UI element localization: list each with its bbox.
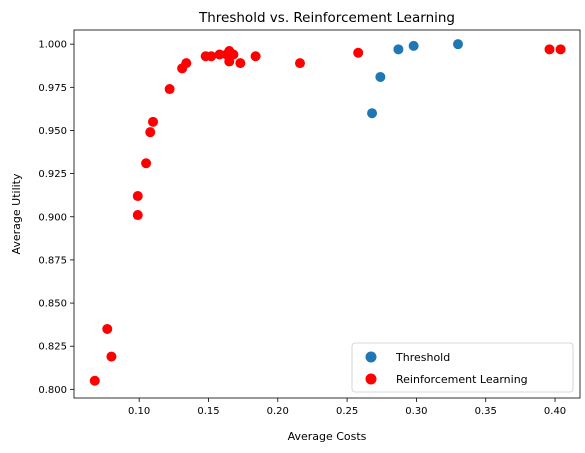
point-reinforcement-learning <box>235 58 246 69</box>
point-reinforcement-learning <box>555 44 566 55</box>
point-reinforcement-learning <box>250 51 261 62</box>
point-reinforcement-learning <box>148 116 159 127</box>
y-tick-label: 0.825 <box>38 342 67 353</box>
y-tick-label: 0.800 <box>38 385 67 396</box>
y-tick-label: 0.850 <box>38 299 67 310</box>
x-tick-label: 0.20 <box>267 406 289 417</box>
data-points <box>89 39 566 386</box>
x-tick-label: 0.15 <box>197 406 219 417</box>
point-reinforcement-learning <box>206 51 217 62</box>
legend-box <box>351 342 574 393</box>
x-tick-label: 0.35 <box>475 406 497 417</box>
point-reinforcement-learning <box>294 58 305 69</box>
plot-area <box>74 30 580 398</box>
x-tick-label: 0.40 <box>544 406 566 417</box>
point-reinforcement-learning <box>141 158 152 169</box>
x-tick-label: 0.10 <box>128 406 150 417</box>
y-tick-label: 0.900 <box>38 212 67 223</box>
point-reinforcement-learning <box>353 47 364 58</box>
point-reinforcement-learning <box>132 191 143 202</box>
y-axis: 0.800 0.825 0.850 0.875 0.900 0.925 0.950 0.975… <box>38 40 74 396</box>
y-tick-label: 0.875 <box>38 255 67 266</box>
point-reinforcement-learning <box>164 84 175 95</box>
point-threshold <box>367 108 378 119</box>
plot-frame <box>73 29 581 399</box>
point-reinforcement-learning <box>102 323 113 334</box>
point-threshold <box>408 40 419 51</box>
legend-label-threshold: Threshold <box>395 351 450 364</box>
point-reinforcement-learning <box>145 127 156 138</box>
y-tick-label: 1.000 <box>38 40 67 51</box>
legend: Threshold Reinforcement Learning <box>351 342 574 393</box>
point-reinforcement-learning <box>224 56 235 67</box>
x-tick-label: 0.25 <box>336 406 358 417</box>
x-tick-label: 0.30 <box>405 406 427 417</box>
point-threshold <box>453 39 464 50</box>
legend-label-reinforcement-learning: Reinforcement Learning <box>396 373 528 386</box>
chart-title: Threshold vs. Reinforcement Learning <box>198 10 455 26</box>
legend-marker-threshold <box>365 351 377 363</box>
y-tick-label: 0.950 <box>38 126 67 137</box>
point-reinforcement-learning <box>89 375 100 386</box>
point-threshold <box>393 44 404 55</box>
point-reinforcement-learning <box>544 44 555 55</box>
y-tick-label: 0.975 <box>38 83 67 94</box>
point-reinforcement-learning <box>214 49 225 60</box>
x-axis-label: Average Costs <box>288 430 367 443</box>
point-reinforcement-learning <box>181 58 192 69</box>
point-reinforcement-learning <box>132 210 143 221</box>
point-reinforcement-learning <box>106 351 117 362</box>
y-tick-label: 0.925 <box>38 169 67 180</box>
y-axis-label: Average Utility <box>10 173 23 255</box>
point-threshold <box>375 71 386 82</box>
x-axis: 0.10 0.15 0.20 0.25 0.30 0.35 0.40 <box>128 398 566 417</box>
legend-marker-reinforcement-learning <box>365 373 377 385</box>
